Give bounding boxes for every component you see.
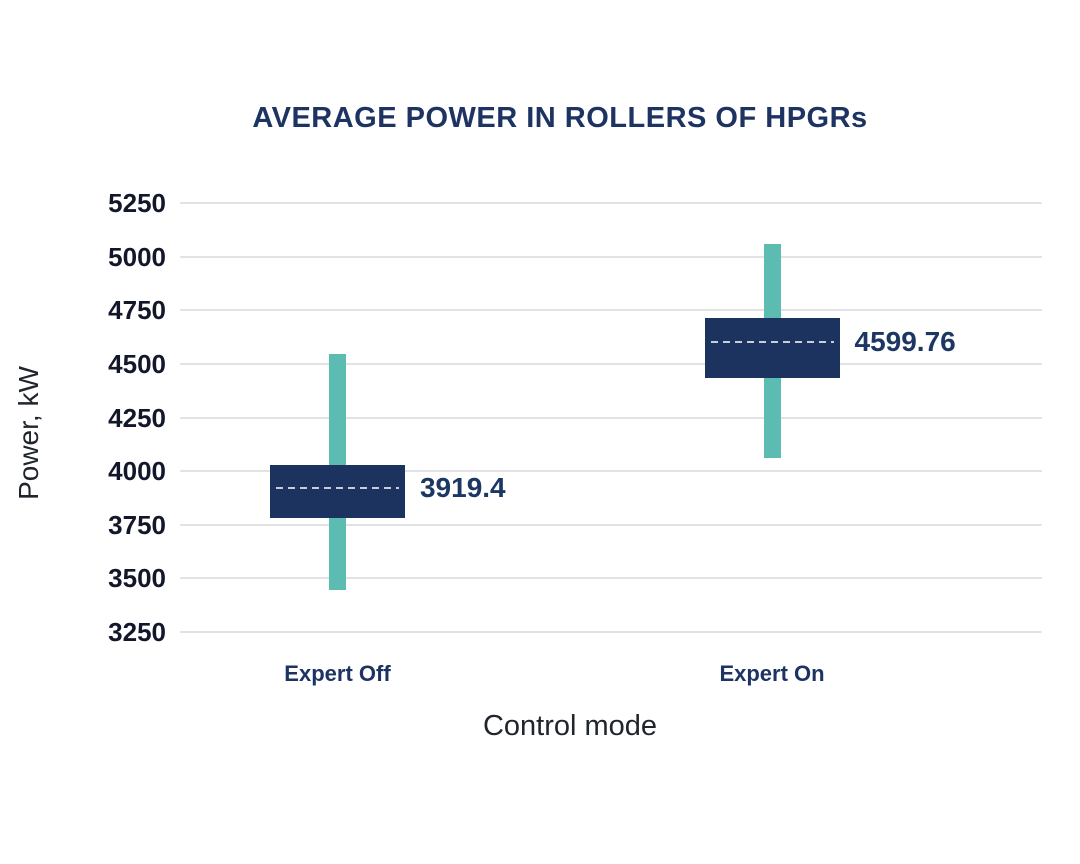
mean-line-expert-on — [710, 341, 834, 344]
x-axis-category-labels: Expert Off Expert On — [180, 660, 1042, 690]
y-tick-4250: 4250 — [108, 402, 166, 433]
y-tick-3500: 3500 — [108, 563, 166, 594]
gridline-5000 — [180, 255, 1042, 258]
chart-title: AVERAGE POWER IN ROLLERS OF HPGRs — [252, 102, 868, 134]
y-axis-tick-labels: 5250 5000 4750 4500 4250 4000 3750 3500 3250 — [0, 189, 166, 646]
gridline-4250 — [180, 416, 1042, 419]
y-tick-5250: 5250 — [108, 188, 166, 218]
box-expert-off — [269, 464, 405, 519]
gridline-5250 — [180, 202, 1042, 204]
gridline-3250 — [180, 631, 1042, 633]
gridline-4500 — [180, 362, 1042, 365]
y-tick-3250: 3250 — [108, 617, 166, 647]
gridline-3750 — [180, 523, 1042, 526]
y-tick-4750: 4750 — [108, 295, 166, 326]
gridline-4000 — [180, 470, 1042, 473]
y-tick-4500: 4500 — [108, 348, 166, 379]
y-tick-4000: 4000 — [108, 456, 166, 487]
category-label-expert-off: Expert Off — [284, 661, 391, 686]
box-expert-on — [704, 317, 840, 378]
plot-area: 3919.4 4599.76 — [180, 202, 1042, 633]
gridline-3500 — [180, 577, 1042, 580]
category-label-expert-on: Expert On — [719, 661, 825, 686]
y-tick-5000: 5000 — [108, 241, 166, 272]
x-axis-title: Control mode — [482, 710, 658, 742]
mean-line-expert-off — [275, 487, 399, 490]
gridline-4750 — [180, 309, 1042, 312]
mean-value-label-expert-off: 3919.4 — [419, 472, 506, 504]
y-tick-3750: 3750 — [108, 509, 166, 540]
mean-value-label-expert-on: 4599.76 — [854, 326, 956, 358]
